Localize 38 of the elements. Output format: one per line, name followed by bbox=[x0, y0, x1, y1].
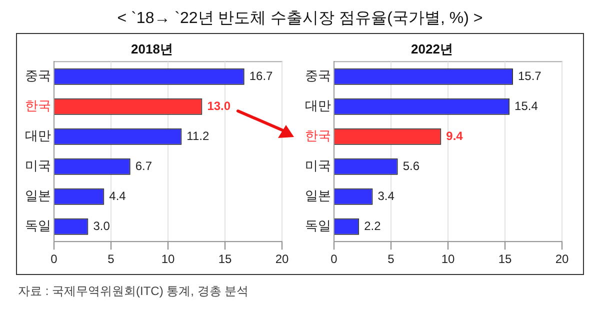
data-label: 15.7 bbox=[518, 68, 542, 83]
text: < `18→ `22년 반도체 수출시장 점유율(국가별, %) > bbox=[116, 9, 484, 29]
y-tick-label: 독일 bbox=[305, 218, 331, 234]
y-tick-label: 일본 bbox=[305, 188, 331, 204]
x-tick-label: 5 bbox=[108, 252, 115, 266]
data-label: 13.0 bbox=[207, 98, 231, 113]
data-label: 15.4 bbox=[514, 98, 538, 113]
x-tick-label: 0 bbox=[330, 252, 338, 266]
x-tick-label: 5 bbox=[388, 252, 395, 266]
x-tick-label: 15 bbox=[498, 252, 512, 266]
x-tick-label: 15 bbox=[218, 252, 232, 266]
y-tick-label: 일본 bbox=[25, 188, 51, 204]
y-tick-label: 중국 bbox=[25, 68, 51, 84]
data-label: 2.2 bbox=[364, 218, 382, 233]
chart-title: 2022년 bbox=[411, 41, 453, 56]
data-label: 3.4 bbox=[378, 188, 395, 203]
data-label: 11.2 bbox=[186, 128, 210, 143]
y-tick-label: 미국 bbox=[305, 158, 331, 174]
y-tick-label: 대만 bbox=[305, 98, 331, 114]
x-tick-label: 20 bbox=[275, 252, 289, 266]
data-label: 9.4 bbox=[446, 128, 464, 143]
y-tick-label: 중국 bbox=[305, 68, 331, 84]
data-label: 3.0 bbox=[93, 218, 110, 233]
x-tick-label: 10 bbox=[441, 252, 455, 266]
x-tick-label: 10 bbox=[161, 252, 175, 266]
y-tick-label: 한국 bbox=[25, 98, 51, 114]
y-tick-label: 대만 bbox=[25, 128, 51, 144]
data-label: 5.6 bbox=[402, 158, 420, 173]
y-tick-label: 미국 bbox=[25, 158, 51, 174]
text: 자료 : 국제무역위원회(ITC) 통계, 경총 분석 bbox=[18, 283, 249, 300]
data-label: 16.7 bbox=[249, 68, 274, 83]
y-tick-label: 독일 bbox=[25, 218, 51, 234]
x-tick-label: 0 bbox=[50, 252, 58, 266]
data-label: 6.7 bbox=[135, 158, 152, 173]
x-tick-label: 20 bbox=[555, 252, 569, 266]
data-label: 4.4 bbox=[109, 188, 126, 203]
y-tick-label: 한국 bbox=[305, 128, 331, 144]
chart-title: 2018년 bbox=[131, 41, 173, 56]
